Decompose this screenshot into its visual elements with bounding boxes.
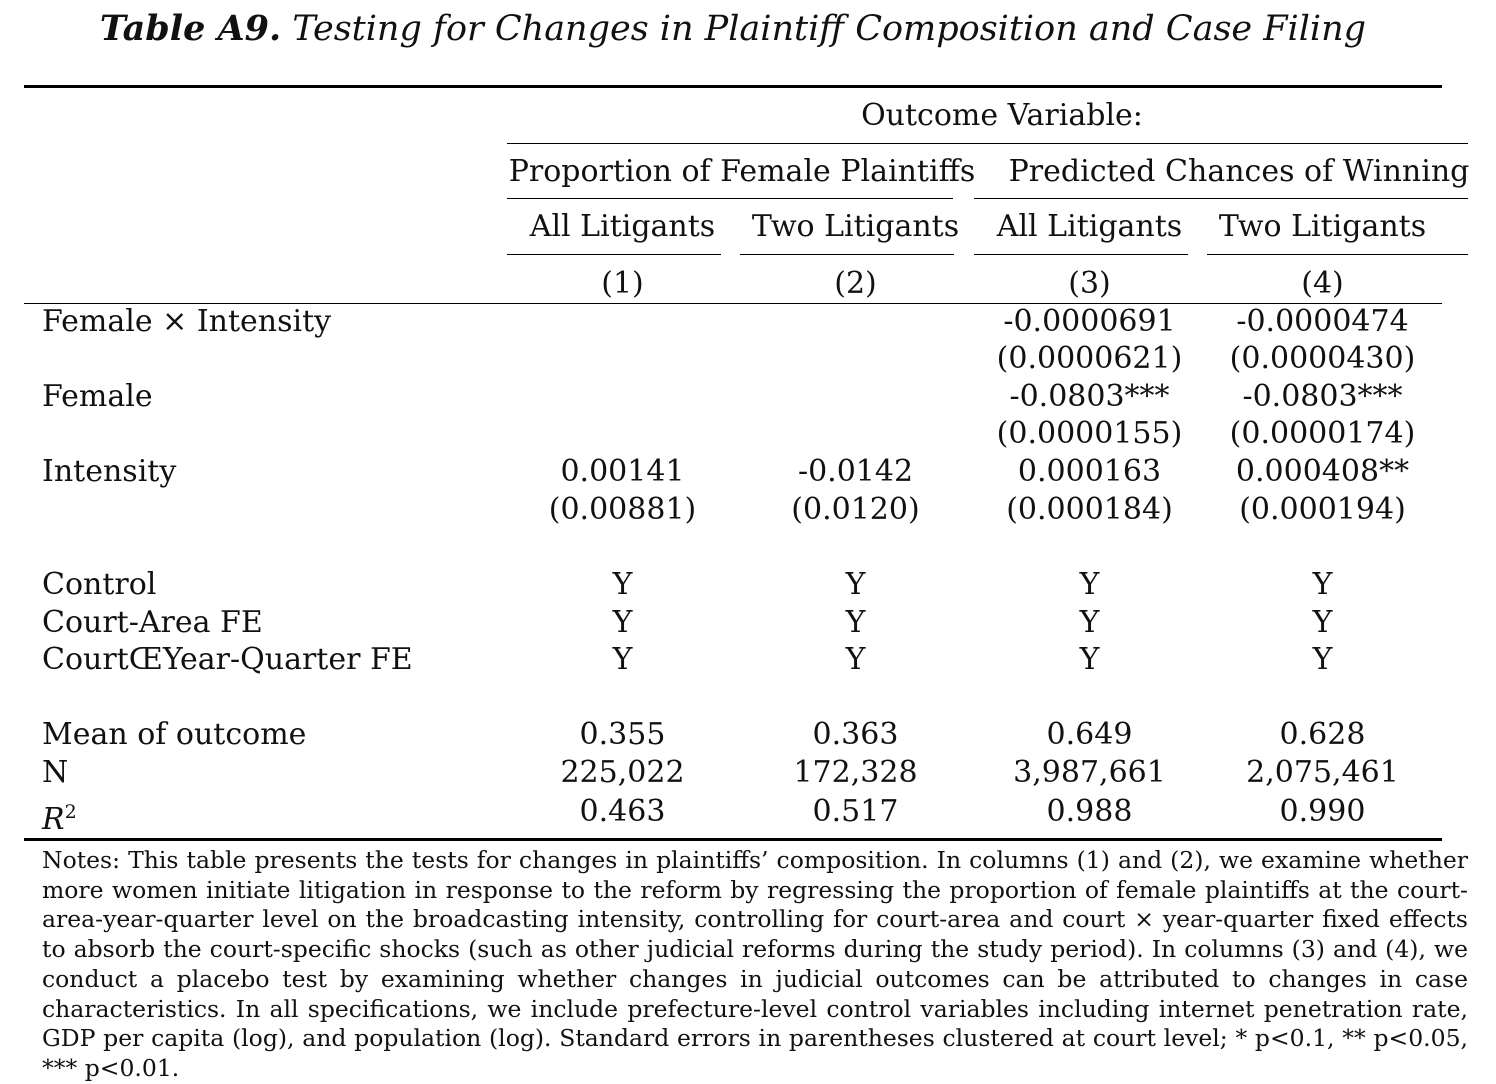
- table-label: Table A9.: [99, 8, 282, 49]
- subgroup-rule-1: [507, 254, 721, 255]
- row-label-r2: R2: [42, 793, 77, 839]
- row-label-court-year-quarter-fe: CourtŒYear-Quarter FE: [42, 642, 413, 677]
- coef-cell: 0.00141: [560, 454, 685, 489]
- coef-cell: -0.0803***: [1009, 379, 1170, 414]
- stat-cell: 2,075,461: [1246, 755, 1399, 790]
- coef-cell: -0.0142: [797, 454, 914, 489]
- row-label-intensity: Intensity: [42, 454, 177, 489]
- table-notes: Notes: This table presents the tests for…: [42, 846, 1468, 1084]
- table-caption: Testing for Changes in Plaintiff Composi…: [292, 9, 1367, 49]
- group-rule-2: [974, 198, 1468, 199]
- indicator-cell: Y: [612, 567, 633, 602]
- indicator-cell: Y: [1079, 605, 1100, 640]
- group-header-chances-winning: Predicted Chances of Winning: [1008, 154, 1470, 189]
- outcome-variable-header: Outcome Variable:: [861, 98, 1143, 133]
- se-cell: (0.0000621): [996, 341, 1183, 376]
- se-cell: (0.000194): [1239, 492, 1406, 527]
- stat-cell: 0.649: [1046, 717, 1133, 752]
- indicator-cell: Y: [612, 605, 633, 640]
- stat-cell: 172,328: [793, 755, 918, 790]
- indicator-cell: Y: [1079, 642, 1100, 677]
- group-rule-1: [507, 198, 953, 199]
- r2-symbol: R: [42, 802, 65, 837]
- coef-cell: 0.000408**: [1235, 454, 1410, 489]
- indicator-cell: Y: [1312, 642, 1333, 677]
- stat-cell: 0.463: [579, 794, 666, 829]
- indicator-cell: Y: [1079, 567, 1100, 602]
- se-cell: (0.000184): [1006, 492, 1173, 527]
- se-cell: (0.00881): [548, 492, 697, 527]
- se-cell: (0.0000155): [996, 416, 1183, 451]
- row-label-control: Control: [42, 567, 157, 602]
- column-number: (1): [601, 266, 644, 301]
- stat-cell: 3,987,661: [1013, 755, 1166, 790]
- indicator-cell: Y: [845, 605, 866, 640]
- coef-cell: -0.0000474: [1236, 304, 1409, 339]
- se-cell: (0.0120): [791, 492, 920, 527]
- subgroup-rule-4: [1207, 254, 1468, 255]
- subgroup-header: All Litigants: [529, 209, 716, 244]
- stat-cell: 225,022: [560, 755, 685, 790]
- group-header-female-plaintiffs: Proportion of Female Plaintiffs: [508, 154, 976, 189]
- column-number: (4): [1301, 266, 1344, 301]
- coef-cell: -0.0000691: [1003, 304, 1176, 339]
- stat-cell: 0.628: [1279, 717, 1366, 752]
- mid-rule: [24, 303, 1442, 304]
- se-cell: (0.0000430): [1229, 341, 1416, 376]
- bottom-rule: [24, 838, 1442, 841]
- stat-cell: 0.517: [812, 794, 899, 829]
- indicator-cell: Y: [612, 642, 633, 677]
- column-number: (2): [834, 266, 877, 301]
- top-rule: [24, 85, 1442, 88]
- stat-cell: 0.363: [812, 717, 899, 752]
- column-number: (3): [1068, 266, 1111, 301]
- subgroup-header: Two Litigants: [751, 209, 960, 244]
- coef-cell: 0.000163: [1017, 454, 1162, 489]
- coef-cell: -0.0803***: [1242, 379, 1403, 414]
- indicator-cell: Y: [845, 642, 866, 677]
- indicator-cell: Y: [1312, 567, 1333, 602]
- row-label-n: N: [42, 755, 69, 790]
- r2-exponent: 2: [64, 801, 77, 823]
- subgroup-rule-3: [974, 254, 1188, 255]
- notes-text: Notes: This table presents the tests for…: [42, 846, 1468, 1082]
- table-title: Table A9. Testing for Changes in Plainti…: [0, 8, 1466, 49]
- stat-cell: 0.988: [1046, 794, 1133, 829]
- row-label-mean-outcome: Mean of outcome: [42, 717, 307, 752]
- indicator-cell: Y: [1312, 605, 1333, 640]
- subgroup-header: All Litigants: [996, 209, 1183, 244]
- indicator-cell: Y: [845, 567, 866, 602]
- row-label-female-x-intensity: Female × Intensity: [42, 304, 332, 339]
- se-cell: (0.0000174): [1229, 416, 1416, 451]
- stat-cell: 0.355: [579, 717, 666, 752]
- row-label-court-area-fe: Court-Area FE: [42, 605, 263, 640]
- stat-cell: 0.990: [1279, 794, 1366, 829]
- subgroup-rule-2: [740, 254, 954, 255]
- subgroup-header: Two Litigants: [1218, 209, 1427, 244]
- outcome-rule: [507, 143, 1468, 144]
- row-label-female: Female: [42, 379, 153, 414]
